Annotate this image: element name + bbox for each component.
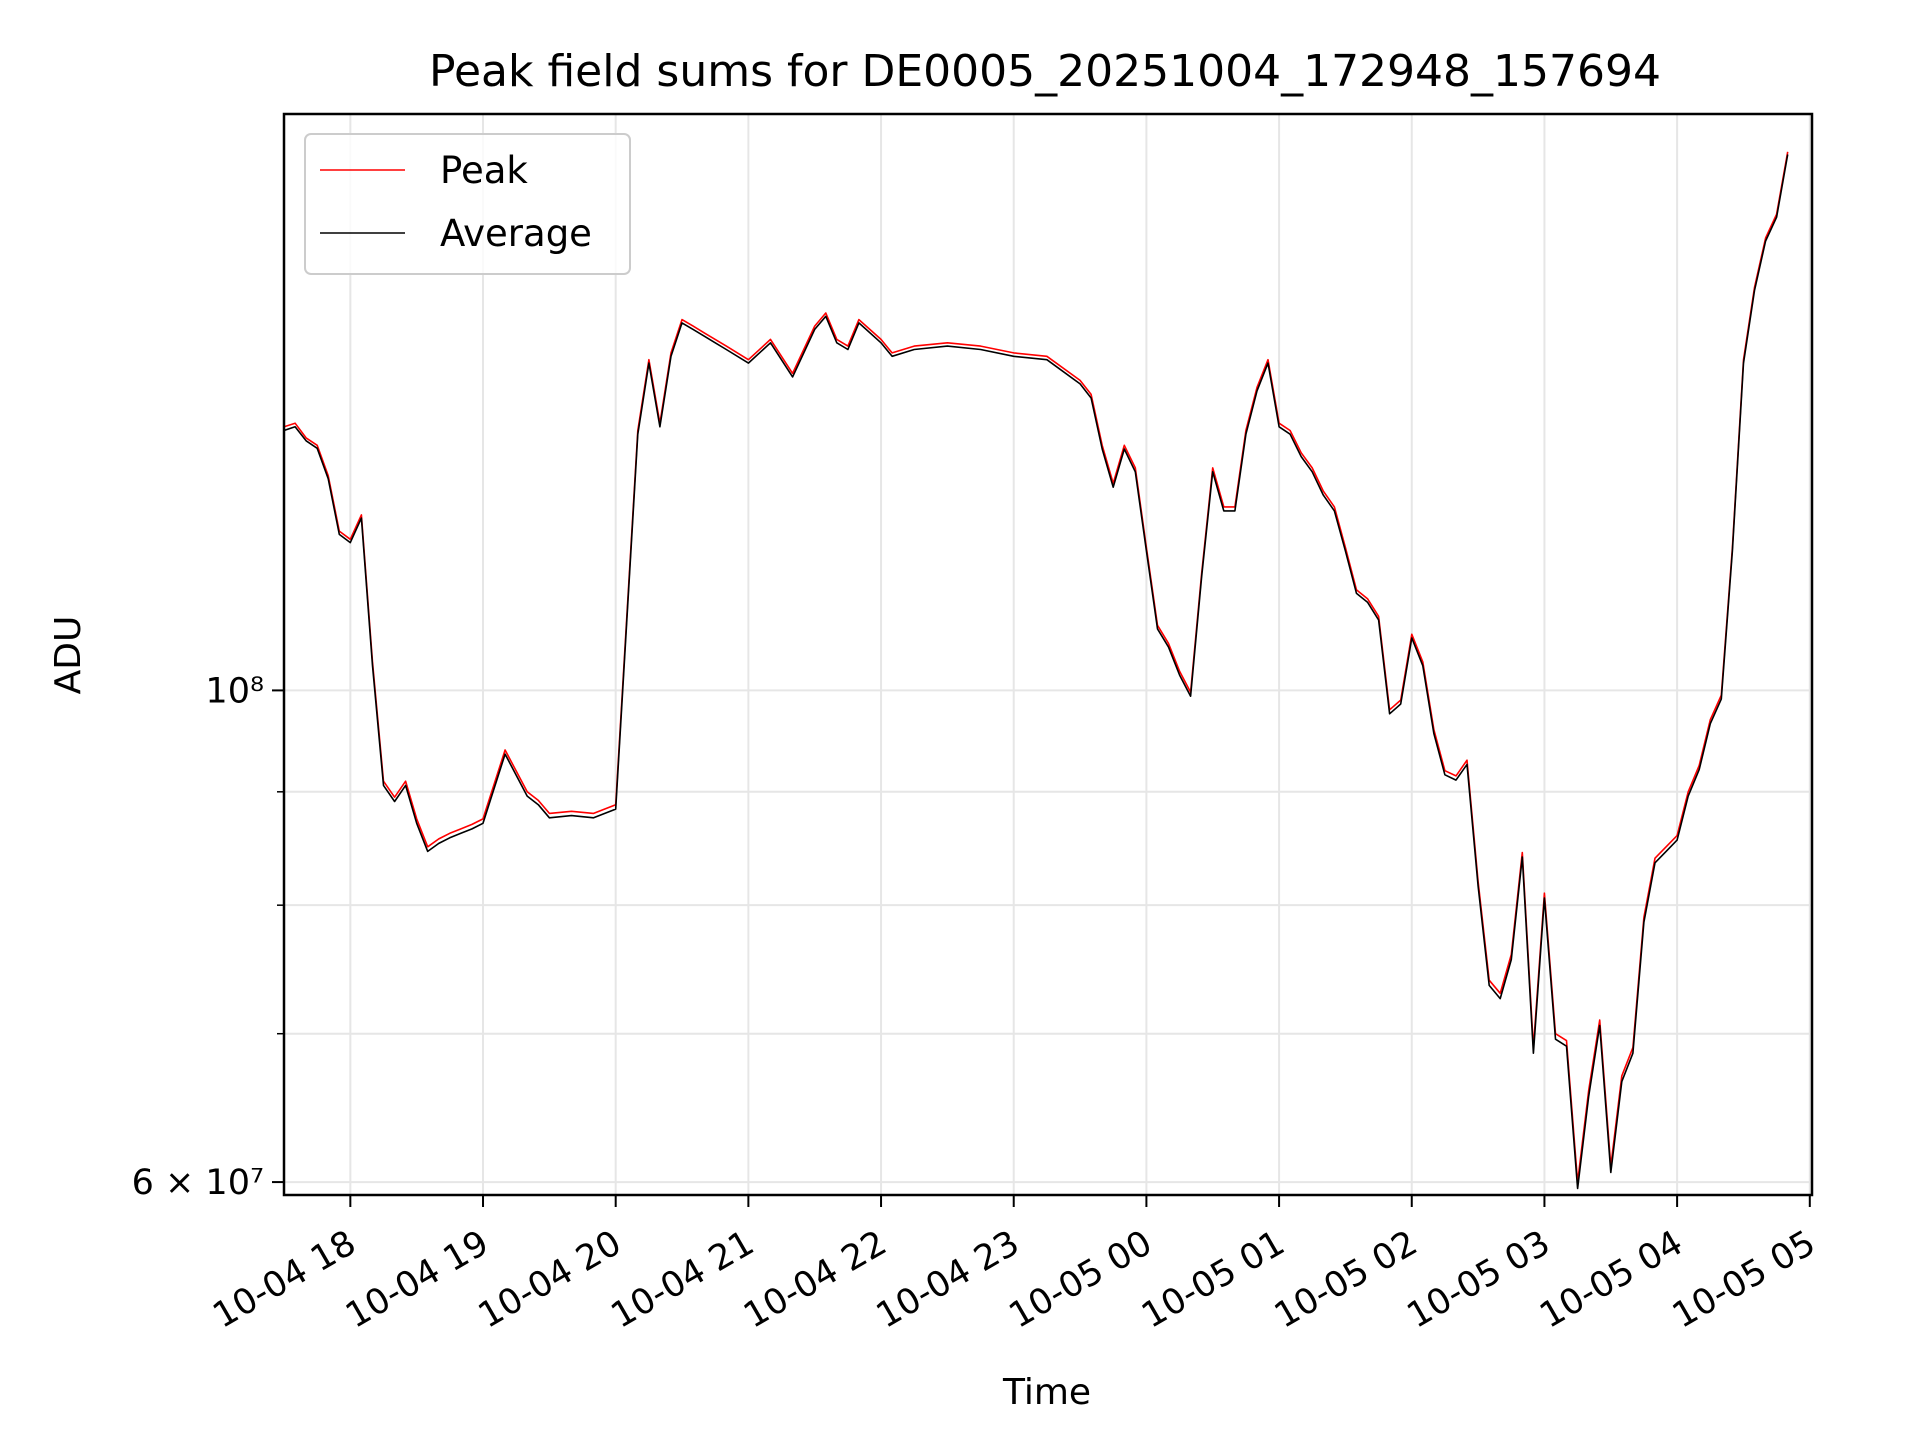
x-tick-label: 10-04 20 bbox=[472, 1223, 628, 1336]
x-tick-label: 10-05 03 bbox=[1401, 1223, 1557, 1336]
legend: Peak Average bbox=[304, 133, 631, 275]
series-line-average bbox=[284, 154, 1789, 1190]
y-axis-label: ADU bbox=[48, 616, 89, 695]
grid bbox=[284, 114, 1812, 1195]
x-axis-label: Time bbox=[1002, 1372, 1091, 1413]
x-tick-label: 10-04 22 bbox=[737, 1223, 893, 1336]
x-tick-label: 10-04 19 bbox=[339, 1223, 495, 1336]
y-tick-label: 6 × 10⁷ bbox=[132, 1163, 264, 1203]
x-tick-label: 10-05 00 bbox=[1003, 1223, 1159, 1336]
legend-label-average: Average bbox=[440, 212, 592, 255]
x-tick-label: 10-04 21 bbox=[605, 1223, 761, 1336]
legend-box bbox=[304, 133, 631, 275]
y-tick-label: 10⁸ bbox=[205, 671, 264, 711]
series-line-peak bbox=[284, 151, 1789, 1183]
x-tick-label: 10-05 05 bbox=[1666, 1223, 1822, 1336]
x-tick-label: 10-05 04 bbox=[1533, 1223, 1689, 1336]
plot-frame bbox=[282, 112, 1814, 1197]
series-layer bbox=[284, 151, 1789, 1190]
x-tick-label: 10-04 23 bbox=[870, 1223, 1026, 1336]
x-tick-label: 10-04 18 bbox=[207, 1223, 363, 1336]
y-axis: 6 × 10⁷ 10⁸ bbox=[132, 671, 284, 1203]
legend-label-peak: Peak bbox=[440, 149, 528, 192]
x-tick-label: 10-05 02 bbox=[1268, 1223, 1424, 1336]
chart-title: Peak field sums for DE0005_20251004_1729… bbox=[429, 46, 1661, 97]
x-tick-label: 10-05 01 bbox=[1135, 1223, 1291, 1336]
